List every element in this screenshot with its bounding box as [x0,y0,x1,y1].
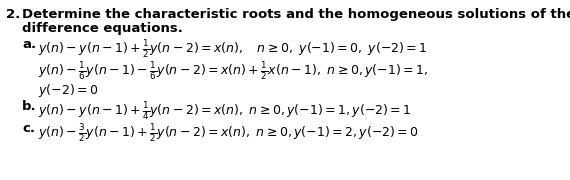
Text: $y(-2) = 0$: $y(-2) = 0$ [38,82,99,99]
Text: $y(n) - \frac{3}{2}y(n-1) + \frac{1}{2}y(n-2) = x(n), \ n \geq 0, y(-1) = 2, y(-: $y(n) - \frac{3}{2}y(n-1) + \frac{1}{2}y… [38,122,419,144]
Text: Determine the characteristic roots and the homogeneous solutions of the followin: Determine the characteristic roots and t… [22,8,570,21]
Text: a.: a. [22,38,36,51]
Text: 2.: 2. [6,8,21,21]
Text: c.: c. [22,122,35,135]
Text: $y(n) - \frac{1}{6}y(n-1) - \frac{1}{6}y(n-2) = x(n) + \frac{1}{2}x(n-1), \ n \g: $y(n) - \frac{1}{6}y(n-1) - \frac{1}{6}y… [38,60,428,82]
Text: $y(n) - y(n-1) + \frac{1}{2}y(n-2) = x(n), \quad n \geq 0, \ y(-1) = 0, \ y(-2) : $y(n) - y(n-1) + \frac{1}{2}y(n-2) = x(n… [38,38,428,60]
Text: difference equations.: difference equations. [22,22,183,35]
Text: b.: b. [22,100,36,113]
Text: $y(n) - y(n-1) + \frac{1}{4}y(n-2) = x(n), \ n \geq 0, y(-1) = 1, y(-2) = 1$: $y(n) - y(n-1) + \frac{1}{4}y(n-2) = x(n… [38,100,412,122]
